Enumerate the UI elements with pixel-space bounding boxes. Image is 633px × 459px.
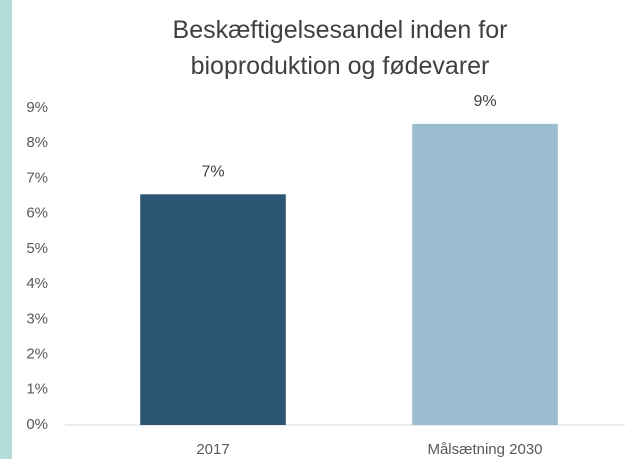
y-tick-label: 9% [26, 99, 48, 116]
y-tick-label: 4% [26, 275, 48, 292]
value-label: 7% [201, 164, 224, 181]
y-tick-label: 7% [26, 169, 48, 186]
chart-title: Beskæftigelsesandel inden for bioprodukt… [172, 16, 508, 80]
value-label: 9% [473, 93, 496, 110]
y-tick-label: 5% [26, 240, 48, 257]
bar [412, 123, 558, 425]
x-tick-label: 2017 [196, 441, 229, 458]
y-tick-label: 8% [26, 134, 48, 151]
y-tick-label: 3% [26, 310, 48, 327]
y-tick-label: 6% [26, 205, 48, 222]
side-strip [0, 0, 12, 459]
y-tick-label: 0% [26, 416, 48, 433]
x-tick-label: Målsætning 2030 [427, 441, 542, 458]
bar [140, 194, 286, 425]
y-tick-label: 1% [26, 381, 48, 398]
y-tick-label: 2% [26, 346, 48, 363]
